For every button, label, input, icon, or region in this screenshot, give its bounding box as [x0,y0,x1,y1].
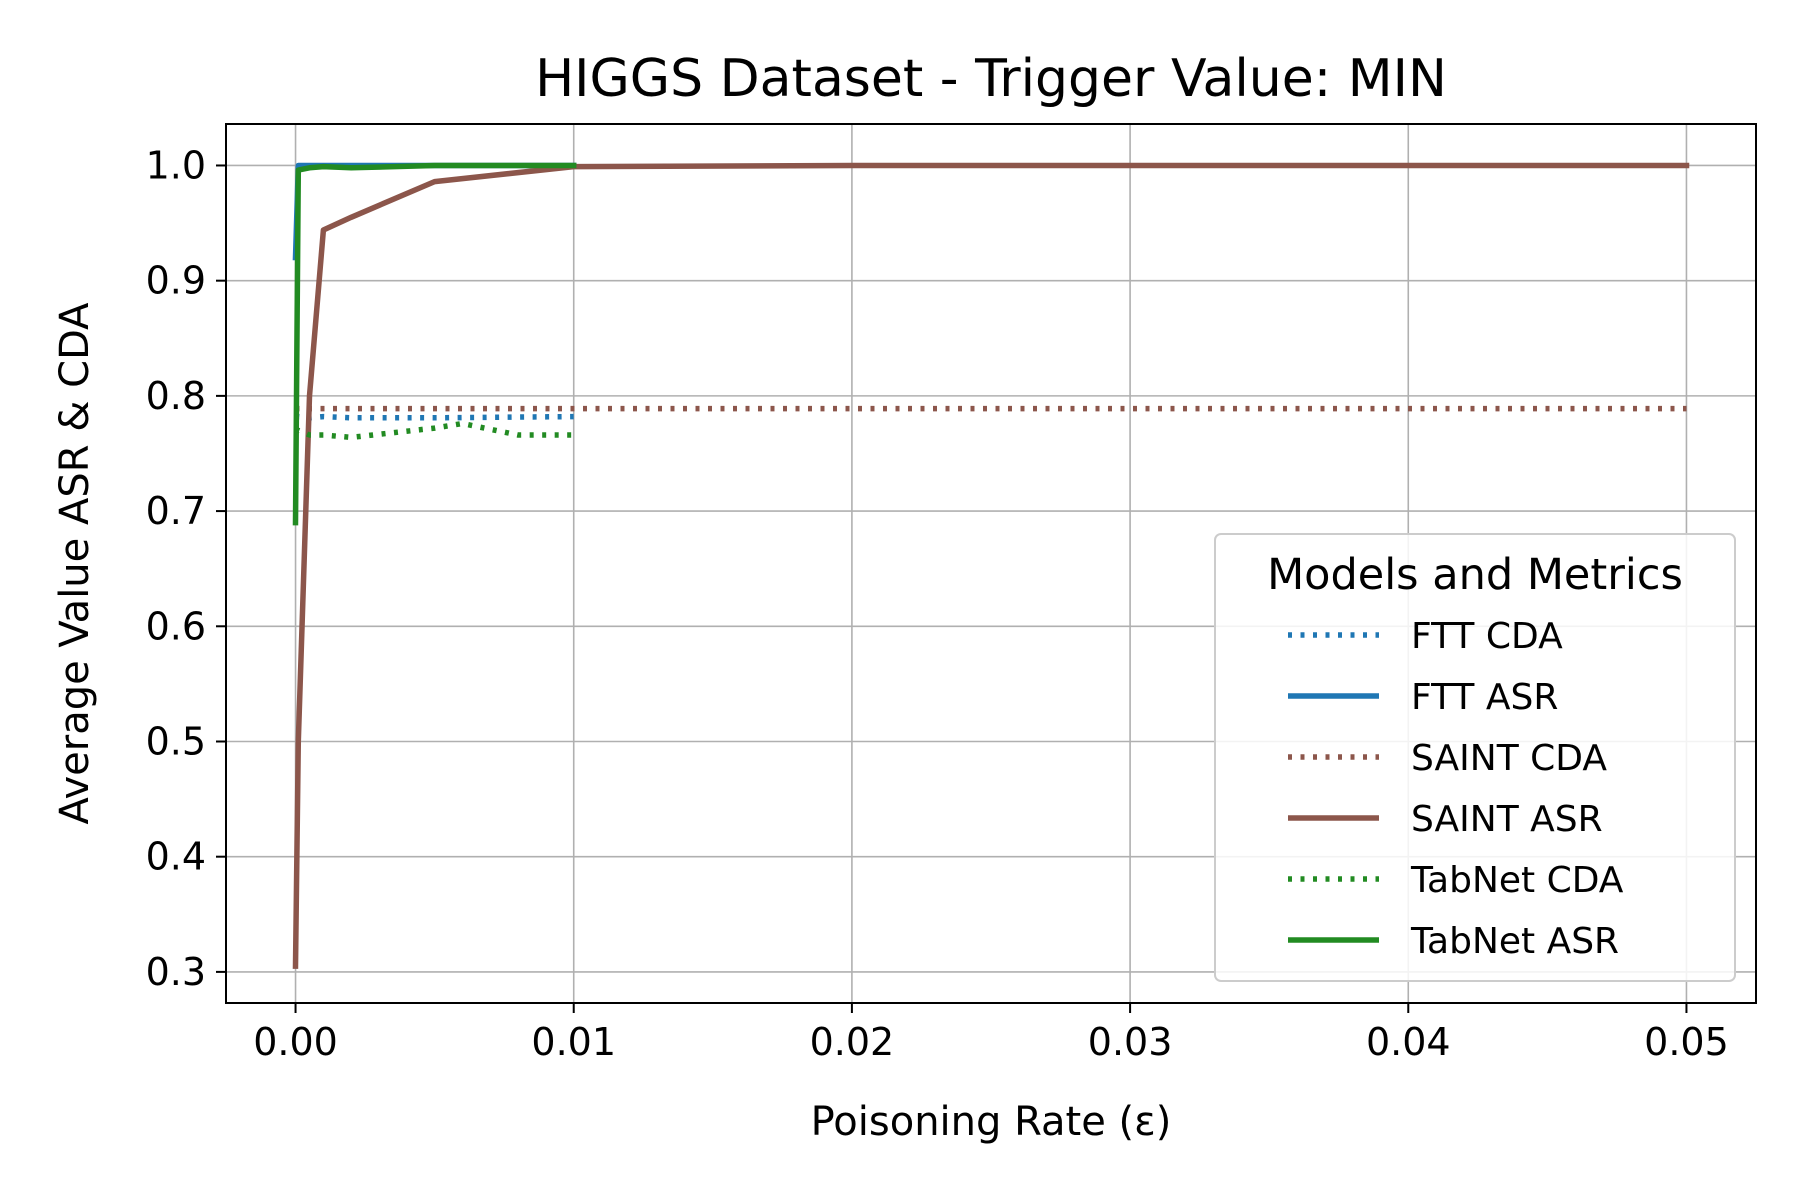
y-tick-label: 0.5 [146,719,206,763]
legend-title: Models and Metrics [1267,550,1683,600]
y-tick-label: 0.6 [146,604,206,648]
series-line-saint-asr [292,162,1690,969]
legend-label-saint-cda: SAINT CDA [1411,738,1607,779]
x-tick-label: 0.02 [810,1020,895,1064]
y-tick-label: 0.8 [146,374,206,418]
legend-label-ftt-asr: FTT ASR [1411,677,1558,718]
legend-label-tabnet-asr: TabNet ASR [1410,921,1619,962]
y-tick-label: 1.0 [146,143,206,187]
legend-label-saint-asr: SAINT ASR [1411,799,1603,840]
x-axis-label: Poisoning Rate (ε) [811,1099,1172,1145]
legend-label-ftt-cda: FTT CDA [1411,616,1563,657]
x-tick-label: 0.03 [1088,1020,1173,1064]
legend-label-tabnet-cda: TabNet CDA [1410,860,1624,901]
x-tick-label: 0.00 [253,1020,338,1064]
y-axis-label: Average Value ASR & CDA [52,302,98,825]
series-line-tabnet-asr [292,162,577,526]
x-tick-label: 0.04 [1366,1020,1451,1064]
chart-title: HIGGS Dataset - Trigger Value: MIN [535,49,1447,109]
x-tick-label: 0.01 [531,1020,616,1064]
y-tick-label: 0.4 [146,835,206,879]
y-tick-label: 0.7 [146,489,206,533]
series-lines [292,162,1690,969]
axis-ticks: 0.00 0.01 0.02 0.03 0.04 0.05 0.3 0.4 0.5 0.6 0.7 0… [146,143,1729,1064]
x-tick-label: 0.05 [1644,1020,1729,1064]
legend: Models and Metrics FTT CDA FTT ASR SAINT CD… [1214,533,1736,982]
y-tick-label: 0.9 [146,259,206,303]
legend-frame [1214,533,1736,982]
plot-frame [225,123,1757,1004]
y-tick-label: 0.3 [146,950,206,994]
